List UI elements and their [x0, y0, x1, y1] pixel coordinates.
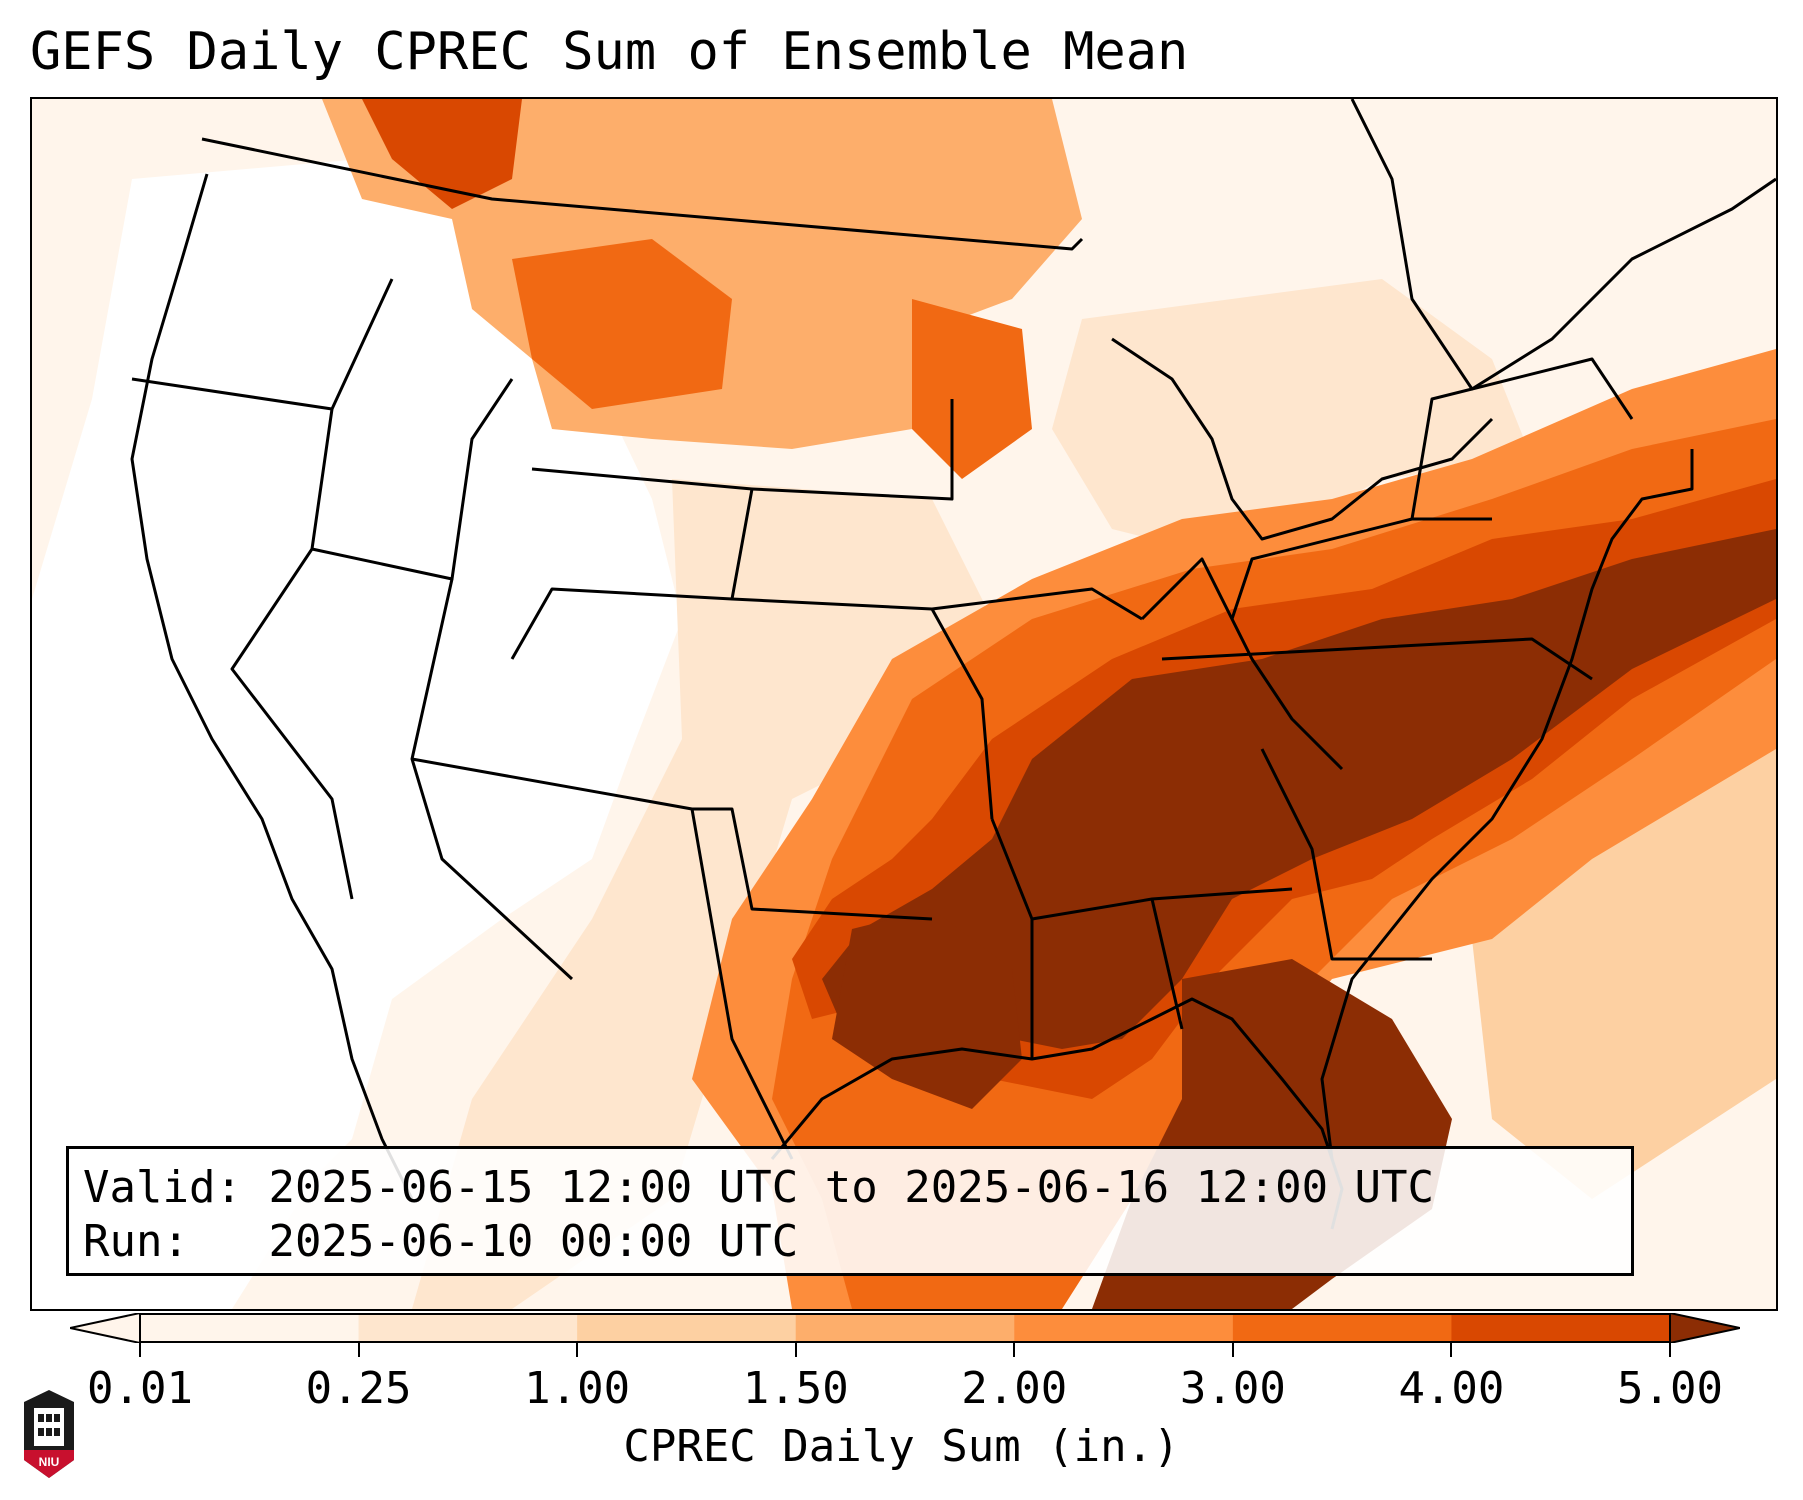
niu-logo: NIU [24, 1390, 74, 1478]
colorbar-tick-mark [1669, 1343, 1671, 1357]
colorbar-tick-mark [139, 1343, 141, 1357]
valid-run-info-box: Valid: 2025-06-15 12:00 UTC to 2025-06-1… [66, 1146, 1634, 1276]
run-label: Run: [83, 1216, 189, 1267]
precip-minnesota [912, 299, 1032, 479]
colorbar-tick-mark [357, 1343, 360, 1357]
colorbar-tick-label: 3.00 [1179, 1363, 1286, 1414]
us-canada-border [201, 137, 1084, 251]
colorbar-tick-label: 1.00 [524, 1363, 631, 1414]
colorbar-outline [139, 1313, 1671, 1343]
colorbar-segment [1232, 1313, 1452, 1343]
colorbar-tick-label: 2.00 [961, 1363, 1068, 1414]
political-boundaries [130, 99, 1776, 1230]
precip-northern-plains [322, 99, 1082, 449]
colorbar [70, 1313, 1740, 1343]
state-line-9 [931, 587, 1143, 621]
colorbar-tick-mark [1450, 1343, 1453, 1357]
colorbar-label: CPREC Daily Sum (in.) [623, 1421, 1180, 1472]
valid-value: 2025-06-15 12:00 UTC to 2025-06-16 12:00… [268, 1162, 1435, 1213]
state-line-13 [1140, 557, 1344, 771]
state-line-5 [411, 757, 933, 921]
colorbar-tick-mark [576, 1343, 579, 1357]
colorbar-segment [358, 1313, 578, 1343]
state-line-3 [311, 378, 514, 581]
valid-label: Valid: [83, 1162, 242, 1213]
state-line-10 [690, 808, 794, 1160]
state-line-14 [1161, 637, 1593, 681]
pacific-coastline [130, 173, 414, 1200]
state-line-8 [751, 399, 954, 501]
colorbar-segment [140, 1313, 360, 1343]
great-lakes [1111, 337, 1494, 541]
logo-banner [24, 1450, 74, 1478]
colorbar-extend-high [1669, 1313, 1740, 1343]
precip-montana [512, 239, 732, 409]
canada-east [1350, 99, 1776, 391]
colorbar-tick-mark [1013, 1343, 1016, 1357]
colorbar-segment [577, 1313, 797, 1343]
gulf-coastline [770, 997, 1344, 1230]
state-line-16 [1260, 748, 1432, 961]
colorbar-segment [1451, 1313, 1671, 1343]
state-line-17 [1230, 517, 1492, 620]
colorbar-tick-label: 0.01 [87, 1363, 193, 1414]
colorbar-segment [1014, 1313, 1234, 1343]
colorbar-tick-label: 4.00 [1398, 1363, 1505, 1414]
atlantic-coastline [1320, 449, 1694, 1160]
precip-extreme-core [822, 529, 1776, 1049]
chart-title: GEFS Daily CPREC Sum of Ensemble Mean [30, 22, 1189, 82]
logo-tower [34, 1408, 64, 1446]
state-line-4 [410, 578, 574, 981]
state-line-7 [731, 597, 994, 820]
state-line-18 [1410, 357, 1634, 520]
colorbar-tick-label: 0.25 [305, 1363, 412, 1414]
colorbar-segment [795, 1313, 1015, 1343]
light-precip-great-lakes [1052, 279, 1532, 559]
state-line-15 [1150, 898, 1184, 1030]
light-precip-plains [412, 479, 992, 1309]
run-value: 2025-06-10 00:00 UTC [268, 1216, 799, 1267]
colorbar-extend-low [70, 1313, 141, 1343]
precip-canada [362, 99, 522, 209]
logo-text: NIU [39, 1455, 60, 1469]
colorbar-tick-mark [1231, 1343, 1234, 1357]
colorbar-tick-label: 5.00 [1617, 1363, 1723, 1414]
precipitation-map [30, 97, 1778, 1311]
precip-texas-core [832, 909, 1022, 1109]
colorbar-tick-mark [794, 1343, 797, 1357]
colorbar-tick-label: 1.50 [742, 1363, 849, 1414]
state-line-2 [230, 408, 354, 900]
